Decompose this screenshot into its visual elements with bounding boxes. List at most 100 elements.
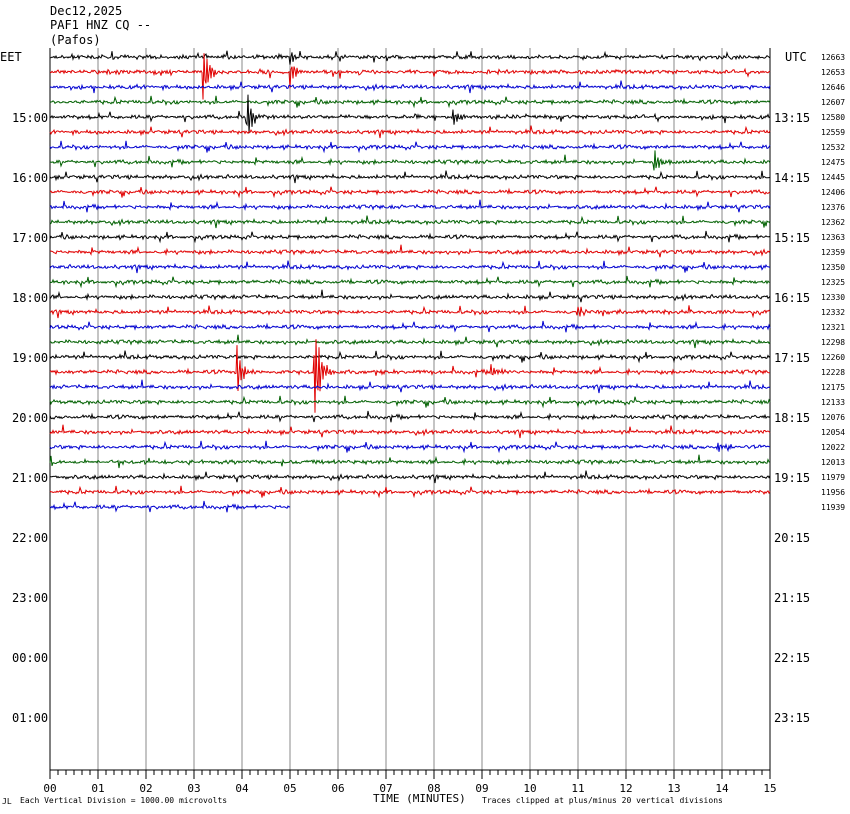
trace-26 xyxy=(49,440,770,454)
x-tick-label: 13 xyxy=(667,782,680,795)
right-hour-label: 23:15 xyxy=(774,711,810,725)
trace-19 xyxy=(49,334,771,349)
trace-22 xyxy=(49,379,771,394)
x-tick-label: 00 xyxy=(43,782,56,795)
right-hour-label: 13:15 xyxy=(774,111,810,125)
left-hour-label: 15:00 xyxy=(12,111,48,125)
left-hour-label: 01:00 xyxy=(12,711,48,725)
trace-9 xyxy=(49,186,771,199)
scale-note: Each Vertical Division = 1000.00 microvo… xyxy=(20,796,228,805)
x-tick-label: 07 xyxy=(379,782,392,795)
right-timezone: UTC xyxy=(785,50,807,64)
station-label: PAF1 HNZ CQ -- xyxy=(50,18,152,32)
clip-note: Traces clipped at plus/minus 20 vertical… xyxy=(482,796,723,805)
trace-30 xyxy=(49,500,291,513)
left-hour-labels: 15:00 16:00 17:00 18:00 19:00 20:00 21:00 22:00… xyxy=(12,111,48,725)
trace-2 xyxy=(49,80,771,94)
right-hour-label: 14:15 xyxy=(774,171,810,185)
trace-23 xyxy=(49,395,771,409)
trace-count: 12653 xyxy=(821,68,845,77)
trace-count: 12359 xyxy=(821,248,845,257)
trace-count: 12646 xyxy=(821,83,845,92)
x-tick-label: 03 xyxy=(187,782,200,795)
trace-count: 11956 xyxy=(821,488,845,497)
trace-count: 12332 xyxy=(821,308,845,317)
trace-27 xyxy=(49,454,771,469)
x-tick-label: 14 xyxy=(715,782,729,795)
minute-grid xyxy=(49,48,771,771)
trace-count: 12363 xyxy=(821,233,845,242)
trace-11 xyxy=(49,215,771,229)
trace-18 xyxy=(49,320,771,333)
trace-count: 12475 xyxy=(821,158,845,167)
x-tick-label: 02 xyxy=(139,782,152,795)
location-label: (Pafos) xyxy=(50,33,101,47)
trace-count: 12580 xyxy=(821,113,845,122)
trace-25 xyxy=(49,424,771,439)
trace-21 xyxy=(49,339,771,413)
trace-13 xyxy=(49,244,771,258)
trace-count: 12559 xyxy=(821,128,845,137)
trace-6 xyxy=(49,140,771,154)
trace-count: 12350 xyxy=(821,263,845,272)
trace-count: 12362 xyxy=(821,218,845,227)
trace-4 xyxy=(49,94,771,134)
trace-count: 12325 xyxy=(821,278,845,287)
left-timezone: EET xyxy=(0,50,22,64)
trace-24 xyxy=(49,410,771,423)
left-hour-label: 23:00 xyxy=(12,591,48,605)
trace-count: 12321 xyxy=(821,323,845,332)
trace-count: 12663 xyxy=(821,53,845,62)
trace-count: 12228 xyxy=(821,368,845,377)
traces xyxy=(49,50,771,513)
left-hour-label: 17:00 xyxy=(12,231,48,245)
right-hour-label: 20:15 xyxy=(774,531,810,545)
right-hour-labels: 13:15 14:15 15:15 16:15 17:15 18:15 19:15 20:15… xyxy=(774,111,810,725)
trace-15 xyxy=(49,275,770,289)
right-hour-label: 21:15 xyxy=(774,591,810,605)
trace-count: 12607 xyxy=(821,98,845,107)
left-hour-label: 20:00 xyxy=(12,411,48,425)
x-tick-label: 10 xyxy=(523,782,536,795)
x-tick-label: 09 xyxy=(475,782,488,795)
trace-count: 12298 xyxy=(821,338,845,347)
trace-16 xyxy=(49,289,771,303)
x-tick-labels: 00 01 02 03 04 05 06 07 08 09 10 11 12 13 14 15 xyxy=(43,782,776,795)
trace-counts: 12663 12653 12646 12607 12580 12559 12532 12475… xyxy=(821,53,845,512)
x-tick-label: 01 xyxy=(91,782,104,795)
trace-count: 11979 xyxy=(821,473,845,482)
trace-5 xyxy=(49,125,771,139)
right-hour-label: 17:15 xyxy=(774,351,810,365)
trace-7 xyxy=(50,150,771,171)
trace-0 xyxy=(49,50,771,65)
trace-28 xyxy=(49,470,771,484)
x-axis-title: TIME (MINUTES) xyxy=(373,792,466,805)
right-hour-label: 15:15 xyxy=(774,231,810,245)
right-hour-label: 22:15 xyxy=(774,651,810,665)
x-tick-label: 06 xyxy=(331,782,344,795)
left-hour-label: 16:00 xyxy=(12,171,48,185)
corner-mark: JL xyxy=(2,797,12,806)
right-hour-label: 18:15 xyxy=(774,411,810,425)
trace-1 xyxy=(49,53,771,100)
trace-17 xyxy=(49,305,771,319)
trace-count: 12330 xyxy=(821,293,845,302)
trace-count: 12406 xyxy=(821,188,845,197)
x-tick-label: 04 xyxy=(235,782,249,795)
left-hour-label: 18:00 xyxy=(12,291,48,305)
right-hour-label: 19:15 xyxy=(774,471,810,485)
left-hour-label: 00:00 xyxy=(12,651,48,665)
right-hour-label: 16:15 xyxy=(774,291,810,305)
trace-count: 12532 xyxy=(821,143,845,152)
trace-29 xyxy=(49,485,771,499)
x-tick-label: 11 xyxy=(571,782,584,795)
trace-8 xyxy=(49,170,771,184)
trace-count: 12260 xyxy=(821,353,845,362)
trace-14 xyxy=(49,260,771,274)
left-hour-label: 22:00 xyxy=(12,531,48,545)
x-tick-label: 08 xyxy=(427,782,440,795)
trace-count: 12445 xyxy=(821,173,845,182)
trace-count: 12022 xyxy=(821,443,845,452)
trace-20 xyxy=(49,350,771,364)
trace-count: 12054 xyxy=(821,428,845,437)
